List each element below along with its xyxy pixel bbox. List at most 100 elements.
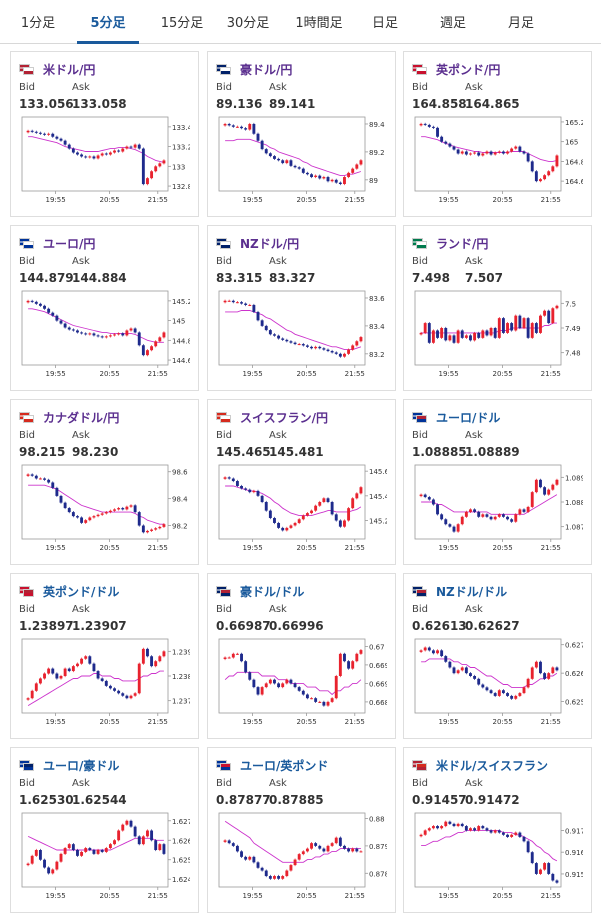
candle-body [51, 312, 55, 316]
candle-body [256, 862, 260, 868]
candle-body [67, 144, 71, 149]
pair-link[interactable]: 英ポンド/円 [412, 60, 500, 78]
tab-7[interactable]: 月足 [507, 16, 534, 31]
tab-1[interactable]: 5分足 [77, 0, 139, 44]
bid-label: Bid [412, 430, 428, 441]
rate-card[interactable]: ユーロ/ドル Bid Ask 1.08885 1.08889 1.089 1.088 1.08… [403, 399, 592, 565]
candle-body [289, 341, 293, 343]
candle-body [158, 337, 162, 342]
flag-icon [412, 760, 427, 771]
candle-body [427, 647, 431, 651]
x-tick-label: 21:55 [148, 718, 168, 726]
rate-card[interactable]: ユーロ/英ポンド Bid Ask 0.87877 0.87885 0.88 0.879 0.8… [207, 747, 396, 913]
candle-body [88, 656, 92, 664]
plot-frame [218, 290, 366, 366]
pair-link[interactable]: NZドル/ドル [412, 582, 507, 600]
rate-card[interactable]: NZドル/ドル Bid Ask 0.62613 0.62627 0.627 0.626 0.6… [403, 573, 592, 739]
moving-average-line [421, 494, 558, 515]
pair-link[interactable]: 米ドル/スイスフラン [412, 756, 548, 774]
pair-link[interactable]: スイスフラン/円 [216, 408, 328, 426]
candle-body [281, 876, 285, 879]
mini-chart[interactable]: 89.4 89.2 89 19:55 20:55 21:55 [217, 115, 387, 208]
rate-card[interactable]: ユーロ/豪ドル Bid Ask 1.62530 1.62544 1.627 1.626 1.6… [10, 747, 199, 913]
mini-chart[interactable]: 0.917 0.916 0.915 19:55 20:55 21:55 [413, 811, 583, 904]
rate-card[interactable]: ユーロ/円 Bid Ask 144.879 144.884 145.2 145 144.8 14… [10, 225, 199, 391]
candle-body [431, 650, 435, 654]
bid-label: Bid [216, 256, 232, 267]
pair-link[interactable]: ユーロ/ドル [412, 408, 500, 426]
candle-body [264, 683, 268, 688]
mini-chart[interactable]: 0.88 0.879 0.878 19:55 20:55 21:55 [217, 811, 387, 904]
pair-link[interactable]: 英ポンド/ドル [19, 582, 119, 600]
x-tick-label: 21:55 [345, 718, 365, 726]
mini-chart[interactable]: 145.2 145 144.8 144.6 19:55 20:55 21:55 [20, 289, 190, 382]
mini-chart[interactable]: 0.627 0.626 0.625 19:55 20:55 21:55 [413, 637, 583, 730]
ask-label: Ask [72, 778, 90, 789]
x-tick-label: 21:55 [541, 718, 561, 726]
candle-body [501, 151, 505, 154]
candle-body [489, 830, 493, 833]
pair-link[interactable]: ユーロ/豪ドル [19, 756, 119, 774]
pair-link[interactable]: カナダドル/円 [19, 408, 119, 426]
rate-card[interactable]: スイスフラン/円 Bid Ask 145.465 145.481 145.6 145.4 14… [207, 399, 396, 565]
x-tick-label: 21:55 [148, 892, 168, 900]
tab-4[interactable]: 1時間足 [295, 16, 343, 31]
rate-card[interactable]: ランド/円 Bid Ask 7.498 7.507 7.5 7.49 7.48 19:55 20:… [403, 225, 592, 391]
candle-body [314, 698, 318, 702]
pair-name: 英ポンド/円 [436, 62, 501, 77]
mini-chart[interactable]: 1.627 1.626 1.625 1.624 19:55 20:55 21:55 [20, 811, 190, 904]
rate-card[interactable]: カナダドル/円 Bid Ask 98.215 98.230 98.6 98.4 98.2 19:… [10, 399, 199, 565]
pair-link[interactable]: NZドル/円 [216, 234, 299, 252]
bid-value: 144.879 [19, 271, 74, 285]
candle-body [526, 678, 530, 688]
candle-body [543, 487, 547, 495]
candle-body [456, 524, 460, 532]
tab-6[interactable]: 週足 [439, 16, 466, 31]
rate-card[interactable]: NZドル/円 Bid Ask 83.315 83.327 83.6 83.4 83.2 19:5… [207, 225, 396, 391]
candle-body [464, 826, 468, 831]
mini-chart[interactable]: 7.5 7.49 7.48 19:55 20:55 21:55 [413, 289, 583, 382]
candle-body [427, 124, 431, 127]
tab-5[interactable]: 日足 [371, 16, 398, 31]
candle-body [129, 695, 133, 699]
pair-link[interactable]: ユーロ/英ポンド [216, 756, 328, 774]
candle-body [141, 148, 145, 185]
mini-chart[interactable]: 98.6 98.4 98.2 19:55 20:55 21:55 [20, 463, 190, 556]
rate-card[interactable]: 豪ドル/円 Bid Ask 89.136 89.141 89.4 89.2 89 19:55 20… [207, 51, 396, 217]
candle-body [419, 834, 423, 837]
candle-body [522, 151, 526, 154]
bid-label: Bid [19, 256, 35, 267]
rate-card[interactable]: 英ポンド/ドル Bid Ask 1.23897 1.23907 1.239 1.238 1.2… [10, 573, 199, 739]
mini-chart[interactable]: 145.6 145.4 145.2 19:55 20:55 21:55 [217, 463, 387, 556]
quote-flag-icon [23, 589, 34, 597]
mini-chart[interactable]: 1.089 1.088 1.087 19:55 20:55 21:55 [413, 463, 583, 556]
ask-value: 98.230 [72, 445, 119, 459]
tab-2[interactable]: 15分足 [160, 16, 204, 31]
candle-body [59, 320, 63, 324]
pair-link[interactable]: ランド/円 [412, 234, 488, 252]
rate-card[interactable]: 米ドル/円 Bid Ask 133.056 133.058 133.4 133.2 133 13… [10, 51, 199, 217]
pair-link[interactable]: 豪ドル/円 [216, 60, 292, 78]
candle-body [76, 152, 79, 155]
pair-link[interactable]: 豪ドル/ドル [216, 582, 304, 600]
mini-chart[interactable]: 165.2 165 164.8 164.6 19:55 20:55 21:55 [413, 115, 583, 208]
mini-chart[interactable]: 0.67 0.6695 0.669 0.6685 19:55 20:55 21:55 [217, 637, 387, 730]
candle-body [444, 519, 448, 525]
x-tick-label: 19:55 [242, 370, 262, 378]
mini-chart[interactable]: 133.4 133.2 133 132.8 19:55 20:55 21:55 [20, 115, 190, 208]
tab-0[interactable]: 1分足 [20, 16, 56, 31]
pair-link[interactable]: 米ドル/円 [19, 60, 95, 78]
tab-3[interactable]: 30分足 [226, 16, 270, 31]
candle-body [355, 164, 359, 169]
candle-body [543, 310, 547, 316]
rate-card[interactable]: 米ドル/スイスフラン Bid Ask 0.91457 0.91472 0.917 0.916… [403, 747, 592, 913]
candle-body [88, 333, 92, 335]
candle-body [100, 850, 104, 852]
plot-frame [21, 464, 169, 540]
rate-card[interactable]: 英ポンド/円 Bid Ask 164.858 164.865 165.2 165 164.8 1… [403, 51, 592, 217]
candle-body [351, 661, 355, 669]
mini-chart[interactable]: 1.239 1.238 1.237 19:55 20:55 21:55 [20, 637, 190, 730]
mini-chart[interactable]: 83.6 83.4 83.2 19:55 20:55 21:55 [217, 289, 387, 382]
pair-link[interactable]: ユーロ/円 [19, 234, 95, 252]
